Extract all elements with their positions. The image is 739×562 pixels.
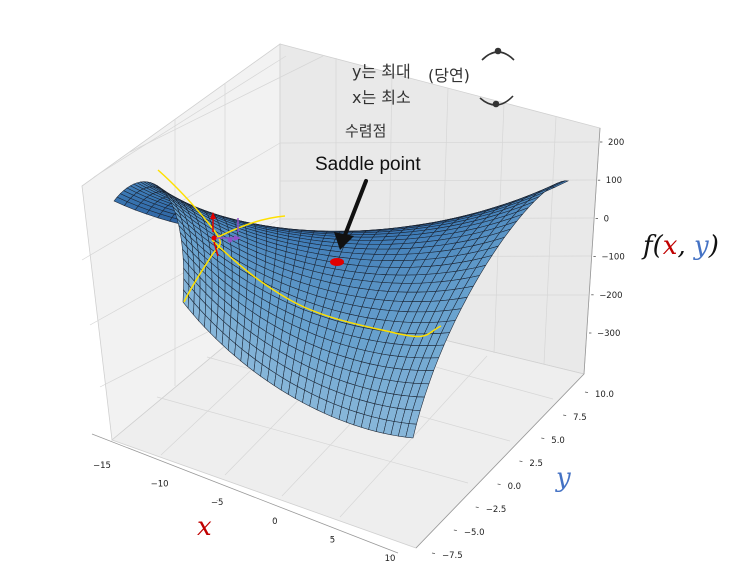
x-axis-label: x bbox=[197, 512, 212, 542]
y-tick-label: −5.0 bbox=[464, 528, 485, 538]
x-tick-label: 0 bbox=[272, 517, 277, 527]
y-tick-mark bbox=[584, 391, 589, 393]
arrowhead-red bbox=[210, 212, 216, 219]
z-axis: 200 100 0 −100 −200 −300 bbox=[583, 127, 625, 375]
grid-line bbox=[156, 396, 469, 484]
y-tick-mark bbox=[475, 506, 479, 508]
func-x: x bbox=[663, 231, 678, 261]
saddle-surface bbox=[113, 180, 570, 439]
y-axis-line bbox=[415, 373, 585, 549]
x-tick-label: 5 bbox=[330, 535, 335, 545]
grid-line bbox=[279, 217, 595, 220]
y-tick-mark bbox=[541, 437, 545, 439]
point-purple bbox=[227, 237, 233, 243]
saddle-arrow bbox=[334, 179, 368, 250]
x-tick-label: −10 bbox=[151, 480, 169, 490]
korean-line2: x는 최소 bbox=[352, 88, 411, 107]
grid-line bbox=[129, 55, 324, 153]
grid-line bbox=[543, 116, 557, 365]
grid-line bbox=[279, 141, 599, 144]
surface-cell bbox=[349, 232, 366, 235]
korean-note: (당연) bbox=[428, 66, 470, 85]
max-min-doodle bbox=[479, 47, 515, 108]
y-tick-mark bbox=[519, 460, 523, 462]
x-tick-label: 10 bbox=[385, 554, 396, 562]
grid-line bbox=[93, 55, 287, 178]
arrow-red-down bbox=[213, 241, 219, 257]
y-tick-label: 7.5 bbox=[573, 413, 587, 423]
point-red bbox=[211, 235, 217, 241]
gradient-path-left bbox=[157, 169, 221, 303]
func-f: f( bbox=[641, 231, 664, 261]
y-tick-mark bbox=[431, 552, 436, 554]
z-axis-line bbox=[583, 127, 601, 375]
surface-cell bbox=[405, 423, 417, 439]
x-axis: −15 −10 −5 0 5 10 bbox=[91, 433, 399, 562]
z-tick-label: 0 bbox=[604, 214, 609, 224]
gradient-path-bottom bbox=[211, 239, 442, 338]
y-tick-label: 0.0 bbox=[508, 482, 522, 492]
y-tick-label: −2.5 bbox=[486, 505, 507, 515]
gradient-path-right bbox=[211, 215, 286, 241]
y-tick-label: −7.5 bbox=[442, 551, 463, 561]
y-axis: −7.5 −5.0 −2.5 0.0 2.5 5.0 7.5 10.0 bbox=[415, 373, 614, 561]
y-tick-label: 2.5 bbox=[529, 459, 543, 469]
z-tick-label: −100 bbox=[601, 253, 624, 263]
func-y: y bbox=[693, 231, 709, 261]
arrow-shaft bbox=[343, 179, 368, 237]
korean-line1: y는 최대 bbox=[352, 62, 411, 81]
x-axis-line bbox=[91, 433, 399, 554]
gradient-arrows bbox=[210, 212, 241, 257]
korean-saddle-label: 수렴점 bbox=[345, 122, 386, 140]
y-tick-mark bbox=[563, 414, 567, 416]
y-tick-mark bbox=[453, 529, 457, 531]
function-label: f(x, y) bbox=[641, 231, 719, 261]
func-close: ) bbox=[708, 231, 719, 261]
cup-dot bbox=[492, 100, 500, 108]
arrowhead-purple bbox=[234, 235, 241, 241]
z-tick-label: −300 bbox=[597, 329, 620, 339]
gradient-paths bbox=[157, 169, 442, 338]
y-tick-mark bbox=[497, 483, 501, 485]
z-tick-label: −200 bbox=[599, 291, 622, 301]
func-comma: , bbox=[677, 231, 694, 261]
x-tick-label: −15 bbox=[93, 461, 111, 471]
grid-line bbox=[279, 179, 597, 182]
x-tick-label: −5 bbox=[211, 498, 224, 508]
y-axis-label: y bbox=[555, 463, 571, 493]
arrow-head bbox=[334, 232, 354, 250]
z-tick-label: 200 bbox=[608, 138, 624, 148]
y-tick-label: 10.0 bbox=[595, 390, 614, 400]
saddle-point-label: Saddle point bbox=[315, 154, 421, 175]
saddle-point-marker bbox=[330, 258, 344, 266]
y-tick-label: 5.0 bbox=[551, 436, 565, 446]
cap-dot bbox=[494, 47, 502, 55]
z-tick-label: 100 bbox=[606, 176, 622, 186]
